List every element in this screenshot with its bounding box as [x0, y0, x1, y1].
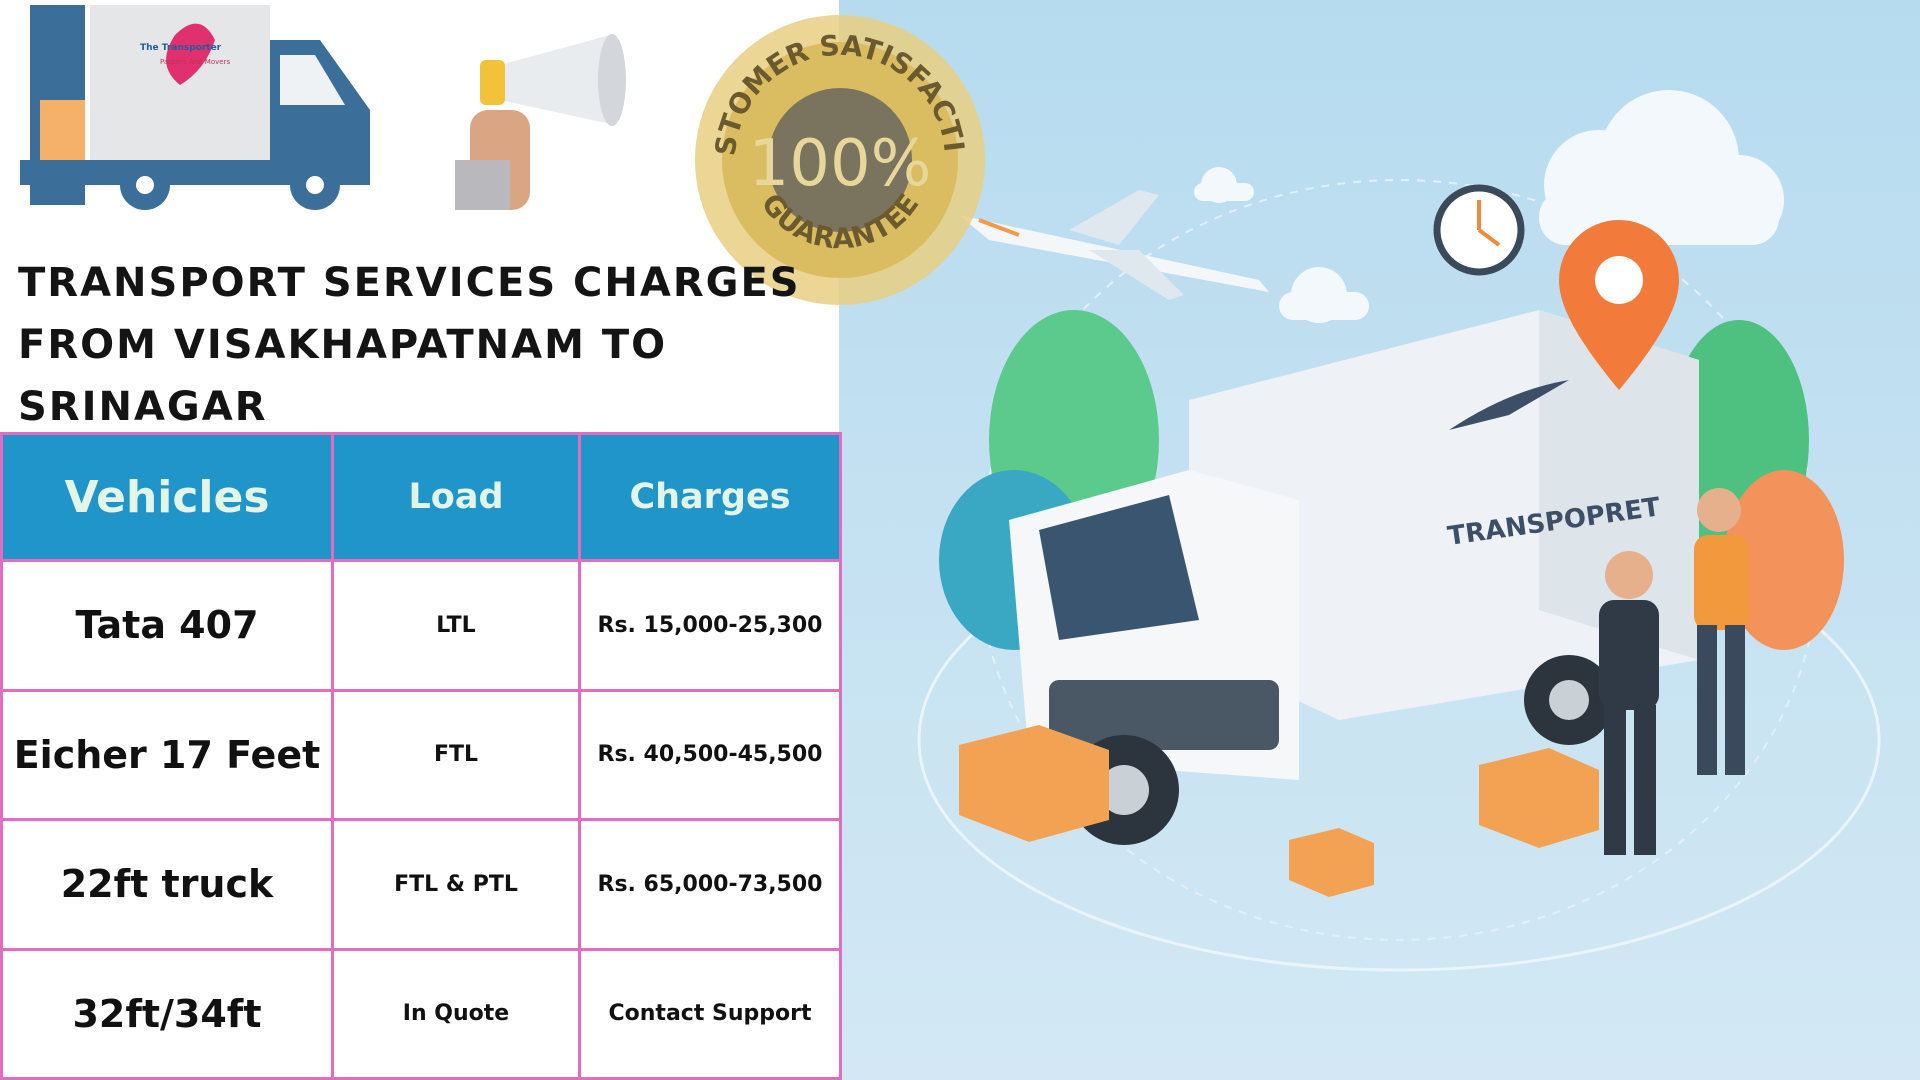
clock [1433, 184, 1525, 276]
truck: TRANSPOPRET [1009, 310, 1699, 845]
table-cell: Rs. 15,000-25,300 [578, 559, 842, 692]
table-cell: In Quote [331, 947, 581, 1080]
table-row: 22ft truck FTL & PTL Rs. 65,000-73,500 [0, 818, 842, 951]
table-cell: Contact Support [578, 947, 842, 1080]
pin [1559, 220, 1679, 390]
header-cell: Load [331, 432, 581, 562]
table-cell: Eicher 17 Feet [0, 688, 334, 821]
table-cell: 22ft truck [0, 818, 334, 951]
table-row: Eicher 17 Feet FTL Rs. 40,500-45,500 [0, 688, 842, 821]
header-art: The Transporter Packers And Movers CUSTO… [0, 0, 985, 305]
table-cell: FTL [331, 688, 581, 821]
logo-truck: The Transporter Packers And Movers [20, 5, 370, 210]
table-cell: Rs. 65,000-73,500 [578, 818, 842, 951]
table-body: Tata 407 LTL Rs. 15,000-25,300 Eicher 17 Fe… [0, 559, 842, 1080]
megaphone [455, 34, 626, 210]
header-cell: Vehicles [0, 432, 334, 562]
table-cell: 32ft/34ft [0, 947, 334, 1080]
header-row: Vehicles Load Charges [0, 432, 842, 562]
table-row: Tata 407 LTL Rs. 15,000-25,300 [0, 559, 842, 692]
plane [959, 190, 1269, 300]
boxes [959, 725, 1599, 897]
badge-center: 100% [749, 127, 932, 201]
table-row: 32ft/34ft In Quote Contact Support [0, 947, 842, 1080]
table-cell: Rs. 40,500-45,500 [578, 688, 842, 821]
page-title: TRANSPORT SERVICES CHARGES FROM VISAKHAP… [18, 260, 801, 430]
illustration: TRANSPOPRET [839, 0, 1920, 1080]
header-cell: Charges [578, 432, 842, 562]
logo-name: The Transporter [140, 43, 222, 53]
table-cell: Tata 407 [0, 559, 334, 692]
table-cell: LTL [331, 559, 581, 692]
table-cell: FTL & PTL [331, 818, 581, 951]
workers [1599, 488, 1749, 855]
charges-table: Vehicles Load Charges Tata 407 LTL Rs. 15,… [0, 432, 842, 1080]
logo-subtitle: Packers And Movers [160, 58, 230, 66]
